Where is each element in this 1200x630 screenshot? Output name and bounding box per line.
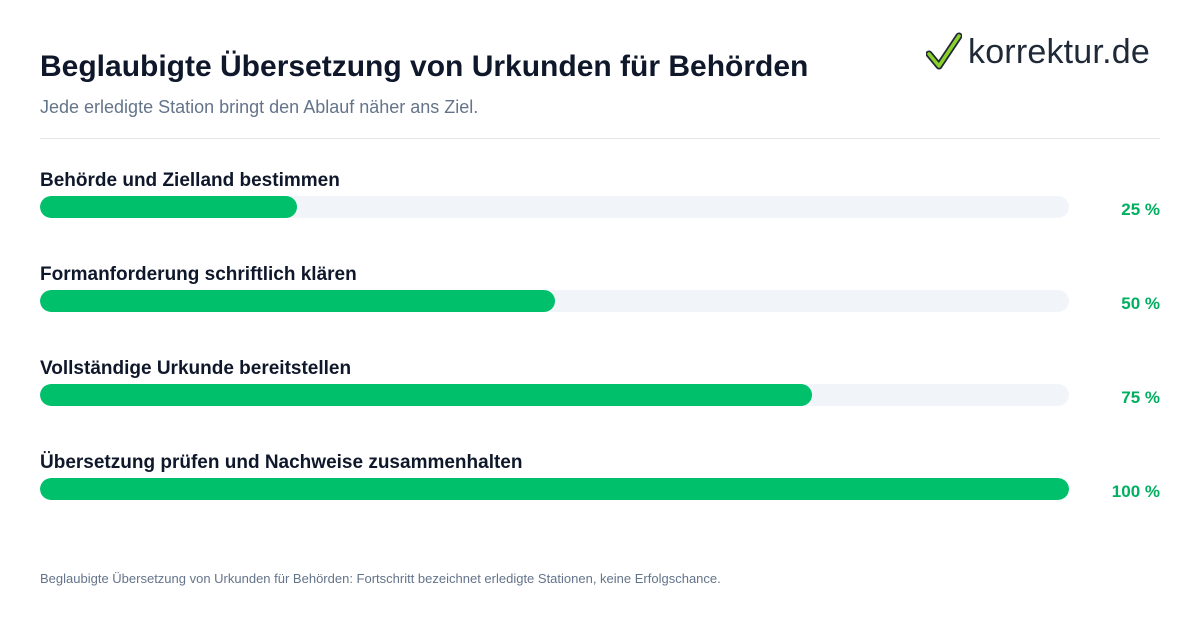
brand-logo-text: korrektur.de [968,32,1150,71]
page-subtitle: Jede erledigte Station bringt den Ablauf… [40,97,479,117]
progress-track [40,478,1069,500]
progress-value-label: 50 % [1121,294,1160,313]
progress-track [40,384,1069,406]
progress-track [40,196,1069,218]
brand-logo: korrektur.de [926,30,1150,74]
page-title: Beglaubigte Übersetzung von Urkunden für… [40,50,809,83]
footnote: Beglaubigte Übersetzung von Urkunden für… [40,571,721,586]
progress-value-label: 100 % [1111,482,1160,501]
progress-fill [40,384,812,406]
progress-value-label: 25 % [1121,200,1160,219]
progress-row: Übersetzung prüfen und Nachweise zusamme… [40,452,1160,512]
progress-fill [40,478,1069,500]
progress-row: Behörde und Zielland bestimmen 25 % [40,170,1160,230]
header-divider [40,138,1160,139]
checkmark-icon [926,32,962,70]
progress-value-label: 75 % [1121,388,1160,407]
progress-row-label: Behörde und Zielland bestimmen [40,170,340,191]
progress-row-label: Vollständige Urkunde bereitstellen [40,358,352,379]
progress-row-label: Formanforderung schriftlich klären [40,264,357,285]
progress-fill [40,196,297,218]
progress-row: Formanforderung schriftlich klären 50 % [40,264,1160,324]
progress-row-label: Übersetzung prüfen und Nachweise zusamme… [40,452,523,473]
progress-track [40,290,1069,312]
progress-row: Vollständige Urkunde bereitstellen 75 % [40,358,1160,418]
progress-fill [40,290,555,312]
